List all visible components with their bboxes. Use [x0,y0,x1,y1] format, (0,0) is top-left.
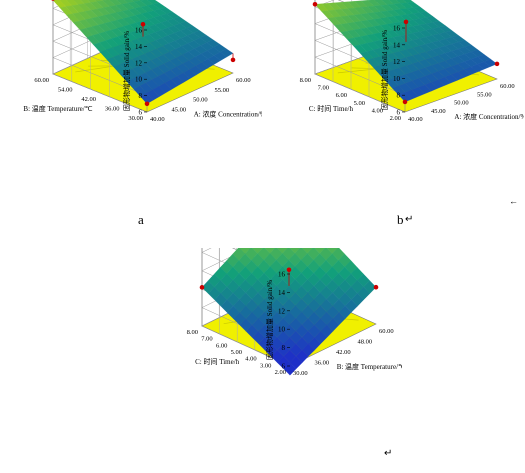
y-tick-label: 54.00 [58,87,73,94]
y-tick-label: 42.00 [81,96,96,103]
y-tick-label: 5.00 [354,100,365,107]
x-tick-label: 55.00 [477,91,492,98]
caption-b: b [397,212,404,227]
caption-a: a [138,212,144,227]
design-point [312,1,318,7]
z-tick-label: 14 [135,43,143,51]
x-tick-label: 30.00 [293,370,308,377]
x-tick-label: 36.00 [315,360,330,367]
z-tick-label: 14 [278,289,286,297]
z-tick-label: 16 [393,25,401,33]
y-tick-label: 6.00 [216,342,227,349]
x-tick-label: 60.00 [379,328,394,335]
z-tick-label: 10 [393,75,401,83]
response-surface [52,0,234,104]
design-point [403,19,409,25]
design-point [140,22,146,27]
y-tick-label: 60.00 [34,77,49,84]
x-tick-label: 45.00 [431,108,446,115]
panel-b: 6 8 10 12 14 16 固形物增加量 Solid gain/% 40.00 45.00 5… [262,0,525,210]
z-tick-label: 12 [278,307,286,315]
panel-a: 6 8 10 12 14 16 固形物增加量 Solid gain/% 40.00 45.00 5… [0,0,266,210]
y-tick-label: 7.00 [201,336,212,343]
panel-c: 6 8 10 12 14 16 固形物增加量 Solid gain/% 30.00 36.00 4… [140,191,406,473]
surface-cell [283,362,297,376]
surface-chart-b: 6 8 10 12 14 16 固形物增加量 Solid gain/% 40.00 45.00 5… [300,0,525,123]
design-point [230,57,236,63]
design-point [494,61,500,67]
y-tick-label: 8.00 [187,329,198,336]
z-axis-label: 固形物增加量 Solid gain/% [265,280,274,360]
caption-c-return-mark: ↵ [384,448,393,459]
x-tick-label: 60.00 [500,83,515,90]
x-axis-label: A: 浓度 Concentration/% [194,109,262,118]
y-tick-label: 4.00 [372,107,383,114]
z-tick-label: 12 [393,58,401,66]
y-tick-label: 30.00 [128,115,143,122]
y-axis-label: B: 温度 Temperature/℃ [23,104,92,113]
y-axis-label: C: 时间 Time/h [309,104,354,113]
design-point [373,284,379,290]
z-tick-label: 8 [282,344,286,352]
y-tick-label: 3.00 [260,362,271,369]
z-tick-label: 12 [135,59,143,67]
design-point [286,267,292,273]
z-tick-label: 6 [282,363,286,371]
y-tick-label: 2.00 [275,369,286,376]
response-surface [314,0,498,103]
y-tick-label: 5.00 [231,349,242,356]
z-tick-label: 6 [397,109,401,117]
design-point [199,285,205,290]
y-tick-label: 7.00 [318,85,329,92]
x-tick-label: 50.00 [454,100,469,107]
design-point [144,101,150,107]
y-tick-label: 2.00 [390,115,401,122]
z-axis-label: 固形物增加量 Solid gain/% [122,31,131,111]
response-surface [201,193,377,376]
design-point [51,0,55,1]
x-tick-label: 60.00 [236,77,251,84]
x-axis-label: A: 浓度 Concentration/% [454,112,524,121]
z-tick-label: 14 [393,41,401,49]
x-tick-label: 42.00 [336,349,351,356]
y-tick-label: 6.00 [336,92,347,99]
x-axis-label: B: 温度 Temperature/℃ [337,362,402,371]
x-tick-label: 40.00 [150,116,165,123]
z-tick-label: 10 [278,326,286,334]
z-tick-label: 10 [135,76,143,84]
y-tick-label: 4.00 [245,356,256,363]
z-tick-label: 6 [139,109,143,117]
surface-cell [140,92,154,104]
caption-b-return-mark: ↵ [405,214,414,225]
y-axis-label: C: 时间 Time/h [195,357,240,366]
z-tick-label: 8 [397,92,401,100]
x-tick-label: 55.00 [215,87,230,94]
z-axis-label: 固形物增加量 Solid gain/% [380,30,389,110]
z-tick-label: 16 [278,271,286,279]
y-tick-label: 8.00 [300,77,311,84]
z-tick-label: 8 [139,92,143,100]
edge-arrow-mark: ← [509,196,518,206]
z-tick-label: 16 [135,27,143,35]
surface-chart-c: 6 8 10 12 14 16 固形物增加量 Solid gain/% 30.00 36.00 4… [187,191,406,377]
x-tick-label: 50.00 [193,97,208,104]
design-point [402,99,408,105]
surface-cell [398,92,412,103]
x-tick-label: 48.00 [358,339,373,346]
surface-chart-a: 6 8 10 12 14 16 固形物增加量 Solid gain/% 40.00 45.00 5… [23,0,266,123]
y-tick-label: 36.00 [105,106,120,113]
x-tick-label: 45.00 [172,106,187,113]
x-tick-label: 40.00 [408,116,423,123]
